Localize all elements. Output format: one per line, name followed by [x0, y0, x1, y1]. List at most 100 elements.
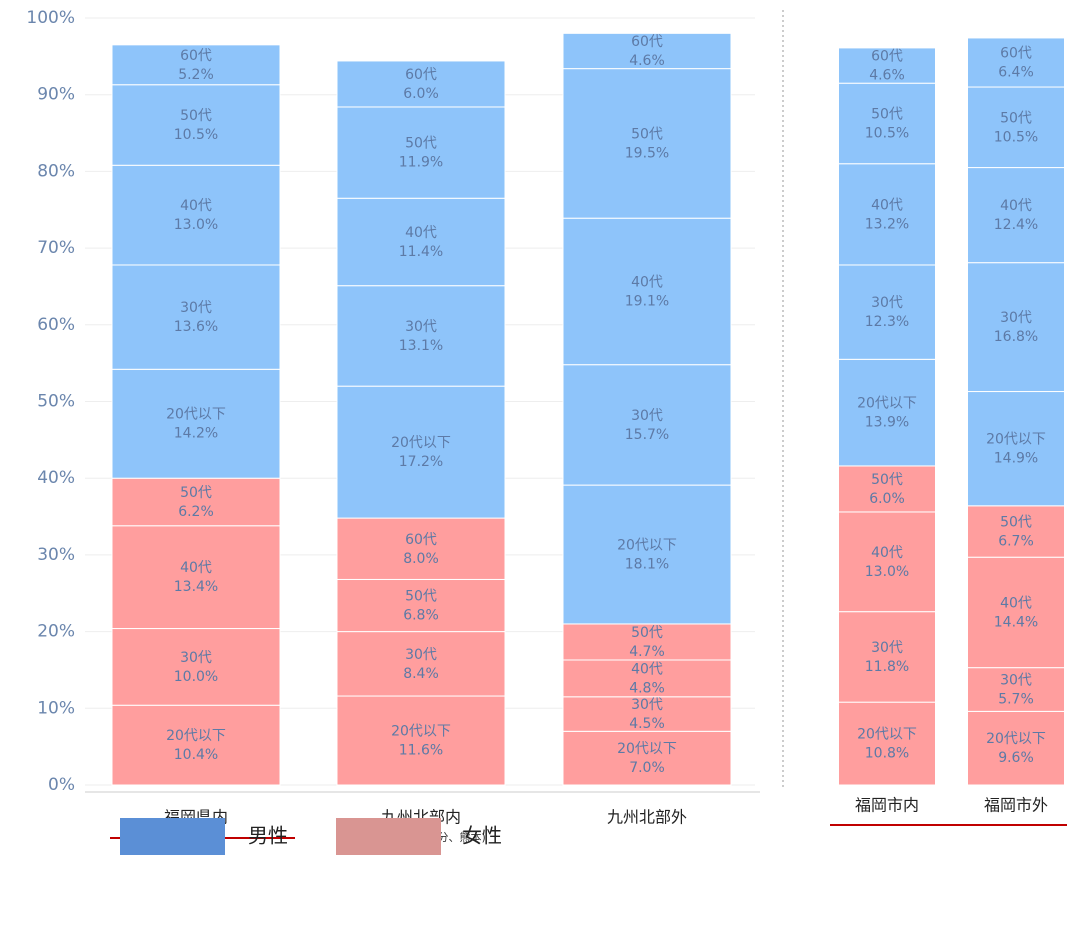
segment-value: 14.2%	[174, 426, 218, 442]
segment-value: 7.0%	[629, 760, 665, 776]
y-tick-label: 90%	[37, 85, 75, 105]
segment-value: 17.2%	[399, 454, 443, 470]
segment-label: 40代	[180, 560, 212, 576]
bar-segment	[967, 37, 1065, 88]
segment-value: 8.4%	[403, 666, 439, 682]
bar-segment	[336, 695, 506, 786]
segment-value: 15.7%	[625, 427, 669, 443]
segment-value: 4.6%	[869, 68, 905, 84]
bar-segment	[336, 197, 506, 287]
segment-label: 50代	[631, 625, 663, 641]
segment-value: 6.8%	[403, 608, 439, 624]
y-tick-label: 30%	[37, 545, 75, 565]
segment-value: 6.2%	[178, 504, 214, 520]
bar-segment	[967, 167, 1065, 264]
bar-segment	[562, 623, 732, 661]
segment-label: 50代	[631, 126, 663, 142]
y-tick-label: 70%	[37, 238, 75, 258]
legend-swatch	[120, 818, 225, 855]
y-tick-label: 10%	[37, 698, 75, 718]
bar-segment	[967, 391, 1065, 507]
segment-value: 19.5%	[625, 145, 669, 161]
bar-segment	[336, 578, 506, 633]
bar-segment	[838, 82, 936, 165]
segment-label: 30代	[180, 300, 212, 316]
segment-label: 50代	[871, 106, 903, 122]
bar-segment	[562, 68, 732, 219]
bar-segment	[838, 511, 936, 613]
segment-value: 11.8%	[865, 659, 909, 675]
bar-segment	[336, 385, 506, 519]
bar-segment	[562, 364, 732, 486]
segment-value: 12.3%	[865, 314, 909, 330]
segment-label: 30代	[871, 640, 903, 656]
bar-segment	[562, 730, 732, 786]
bar-segment	[111, 628, 281, 706]
bar-segment	[111, 477, 281, 527]
segment-label: 40代	[631, 274, 663, 290]
segment-label: 60代	[1000, 45, 1032, 61]
segment-value: 19.1%	[625, 293, 669, 309]
bar-segment	[838, 701, 936, 786]
bar-segment	[967, 556, 1065, 669]
segment-label: 60代	[871, 49, 903, 65]
segment-value: 13.1%	[399, 338, 443, 354]
bar-segment	[562, 484, 732, 625]
segment-label: 20代以下	[391, 435, 451, 451]
segment-label: 60代	[180, 48, 212, 64]
segment-value: 16.8%	[994, 329, 1038, 345]
legend-swatch	[336, 818, 441, 855]
segment-value: 4.6%	[629, 53, 665, 69]
segment-value: 4.7%	[629, 644, 665, 660]
bar-segment	[111, 525, 281, 630]
bar-segment	[838, 163, 936, 266]
segment-value: 10.0%	[174, 669, 218, 685]
segment-value: 9.6%	[998, 750, 1034, 766]
segment-value: 14.4%	[994, 614, 1038, 630]
segment-value: 8.0%	[403, 551, 439, 567]
segment-label: 60代	[405, 67, 437, 83]
segment-value: 5.2%	[178, 67, 214, 83]
segment-label: 30代	[1000, 673, 1032, 689]
segment-label: 20代以下	[166, 728, 226, 744]
segment-value: 13.0%	[174, 217, 218, 233]
segment-label: 20代以下	[857, 727, 917, 743]
bar-segment	[336, 631, 506, 697]
segment-value: 6.4%	[998, 64, 1034, 80]
legend-label: 男性	[248, 824, 288, 848]
segment-value: 10.5%	[865, 125, 909, 141]
segment-value: 13.9%	[865, 415, 909, 431]
segment-label: 50代	[1000, 110, 1032, 126]
segment-value: 10.5%	[994, 129, 1038, 145]
segment-value: 18.1%	[625, 557, 669, 573]
bar-segment	[967, 667, 1065, 712]
segment-value: 4.8%	[629, 680, 665, 696]
bar-segment	[838, 611, 936, 703]
bar-segment	[111, 368, 281, 479]
segment-label: 50代	[871, 472, 903, 488]
segment-label: 30代	[405, 319, 437, 335]
segment-label: 40代	[871, 545, 903, 561]
x-tick-label: 福岡市内	[855, 796, 919, 815]
bar-segment	[336, 517, 506, 580]
legend-label: 女性	[462, 824, 502, 848]
segment-label: 50代	[405, 589, 437, 605]
y-tick-label: 50%	[37, 392, 75, 412]
bar-segment	[562, 32, 732, 70]
bar-segment	[562, 659, 732, 698]
segment-label: 20代以下	[617, 538, 677, 554]
segment-value: 5.7%	[998, 692, 1034, 708]
bar-segment	[111, 44, 281, 86]
segment-label: 60代	[405, 532, 437, 548]
segment-value: 10.8%	[865, 746, 909, 762]
segment-label: 20代以下	[166, 407, 226, 423]
y-tick-label: 40%	[37, 468, 75, 488]
bar-segment	[838, 264, 936, 360]
segment-value: 12.4%	[994, 217, 1038, 233]
segment-label: 20代以下	[857, 396, 917, 412]
y-tick-label: 20%	[37, 622, 75, 642]
segment-label: 30代	[1000, 310, 1032, 326]
segment-value: 11.9%	[399, 155, 443, 171]
segment-label: 50代	[180, 108, 212, 124]
segment-label: 40代	[405, 225, 437, 241]
